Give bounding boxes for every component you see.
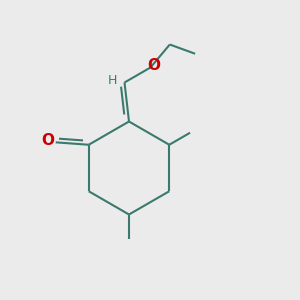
Text: H: H [108,74,117,88]
Text: O: O [148,58,160,73]
Text: O: O [42,133,55,148]
